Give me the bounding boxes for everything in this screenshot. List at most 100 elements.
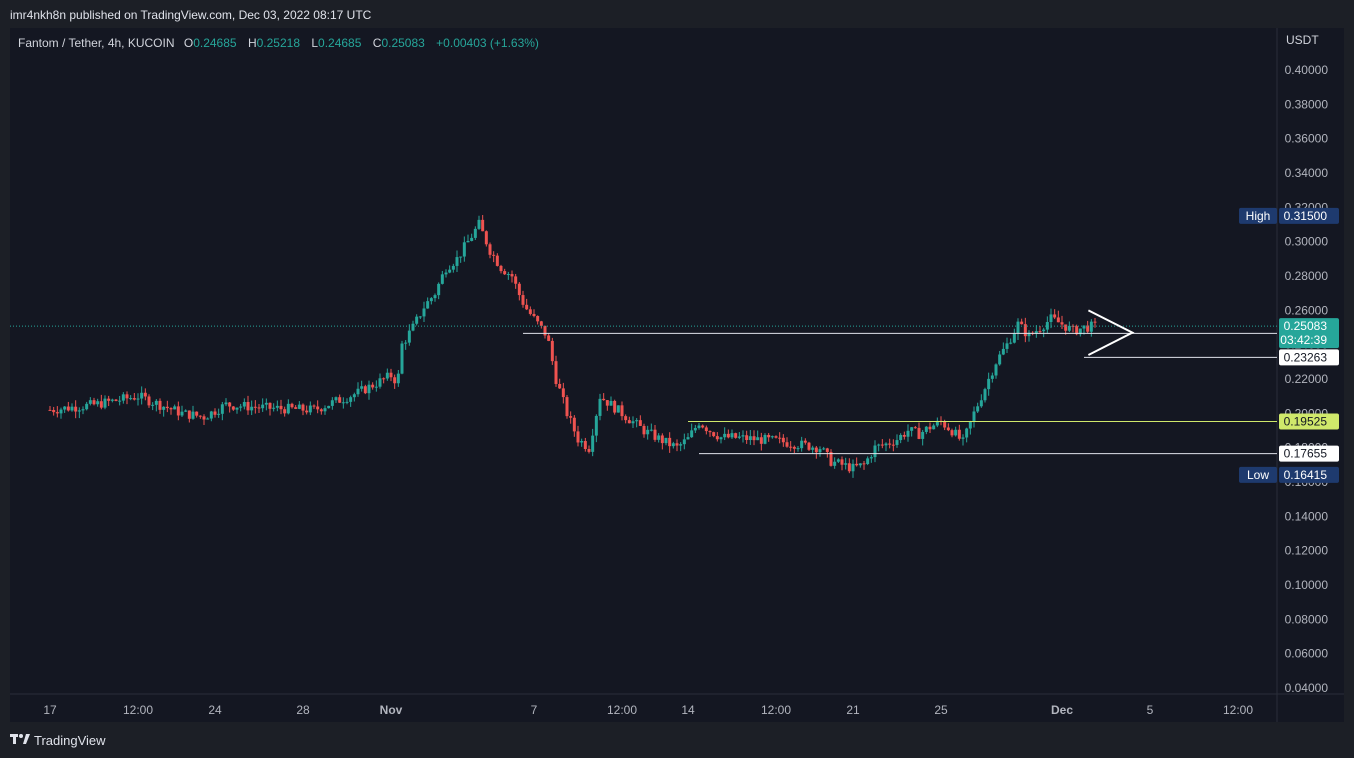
x-tick-label: 17	[43, 703, 57, 717]
y-tick-label: 0.26000	[1285, 303, 1329, 317]
x-tick-label: 12:00	[761, 703, 791, 717]
candle-body	[426, 301, 430, 309]
y-tick-label: 0.22000	[1285, 372, 1329, 386]
tradingview-brand[interactable]: TradingView	[10, 733, 106, 748]
candle-body	[565, 397, 569, 417]
high-price-badge	[1279, 207, 1339, 224]
candle-body	[92, 400, 96, 405]
candle-body	[613, 400, 617, 413]
candle-body	[308, 405, 312, 413]
x-tick-label: 7	[531, 703, 538, 717]
candle-body	[880, 444, 884, 446]
candle-body	[495, 255, 499, 266]
level-price-badge	[1279, 349, 1339, 366]
candle-body	[924, 426, 928, 432]
candle-body	[609, 400, 613, 406]
candle-body	[283, 409, 287, 414]
price-chart[interactable]: 0.400000.380000.360000.340000.320000.300…	[10, 28, 1344, 722]
candle-body	[664, 437, 668, 444]
candle-body	[961, 437, 965, 439]
candle-body	[52, 409, 56, 413]
candle-body	[151, 404, 155, 406]
candle-body	[1056, 317, 1060, 323]
last-price-value: 0.25083	[1284, 319, 1328, 333]
candle-body	[407, 330, 411, 343]
candle-body	[836, 459, 840, 462]
candle-body	[165, 406, 169, 409]
candle-body	[319, 409, 323, 412]
x-tick-label: Nov	[380, 703, 403, 717]
candle-body	[158, 400, 162, 410]
candle-body	[957, 429, 961, 439]
candle-body	[899, 434, 903, 441]
candle-body	[74, 406, 78, 412]
candle-body	[77, 410, 81, 412]
candle-body	[800, 440, 804, 449]
candle-body	[63, 406, 67, 410]
candle-body	[385, 372, 389, 379]
plot-background	[10, 28, 1344, 722]
candle-body	[895, 440, 899, 445]
candle-body	[503, 271, 507, 275]
candle-body	[217, 413, 221, 415]
candle-body	[220, 404, 224, 414]
candle-body	[1027, 332, 1031, 337]
candle-body	[756, 437, 760, 441]
candle-body	[389, 372, 393, 378]
candle-body	[803, 440, 807, 443]
candle-body	[679, 444, 683, 446]
candle-body	[851, 463, 855, 472]
candle-body	[690, 430, 694, 438]
candle-body	[81, 409, 85, 411]
candle-body	[789, 446, 793, 448]
candle-body	[1053, 314, 1057, 318]
symbol-name: Fantom / Tether, 4h, KUCOIN	[18, 36, 175, 50]
candle-body	[418, 316, 422, 318]
x-tick-label: 28	[296, 703, 310, 717]
candle-body	[972, 411, 976, 422]
candle-body	[272, 407, 276, 409]
candle-body	[323, 408, 327, 412]
candle-body	[444, 272, 448, 275]
candle-body	[118, 400, 122, 402]
low-value: 0.24685	[318, 36, 362, 50]
x-tick-label: Dec	[1051, 703, 1073, 717]
candle-body	[96, 401, 100, 405]
candle-body	[85, 403, 89, 410]
candle-body	[330, 400, 334, 406]
candle-body	[198, 415, 202, 417]
candle-body	[99, 401, 103, 408]
candle-body	[367, 384, 371, 394]
y-tick-label: 0.38000	[1285, 97, 1329, 111]
candle-body	[682, 439, 686, 445]
bar-countdown: 03:42:39	[1280, 333, 1327, 347]
candle-body	[363, 386, 367, 394]
candle-body	[624, 416, 628, 421]
candle-body	[950, 430, 954, 436]
candle-body	[774, 436, 778, 438]
candle-body	[129, 398, 133, 400]
candle-body	[341, 402, 345, 404]
high-price-badge-value: 0.31500	[1284, 209, 1328, 223]
close-label: C	[372, 36, 382, 50]
candle-body	[301, 404, 305, 411]
y-tick-label: 0.36000	[1285, 132, 1329, 146]
low-label: L	[311, 36, 319, 50]
candle-body	[928, 426, 932, 430]
y-tick-label: 0.34000	[1285, 166, 1329, 180]
x-tick-label: 24	[208, 703, 222, 717]
candle-body	[792, 446, 796, 449]
candle-body	[66, 406, 70, 411]
x-tick-label: 25	[934, 703, 948, 717]
candle-body	[917, 427, 921, 439]
candle-body	[686, 437, 690, 440]
candle-body	[796, 448, 800, 450]
candle-body	[297, 404, 301, 409]
candle-body	[745, 435, 749, 441]
candle-body	[462, 242, 466, 257]
candle-body	[422, 308, 426, 317]
candle-body	[433, 295, 437, 299]
candle-body	[195, 411, 199, 416]
candle-body	[814, 447, 818, 453]
candle-body	[1082, 325, 1086, 329]
